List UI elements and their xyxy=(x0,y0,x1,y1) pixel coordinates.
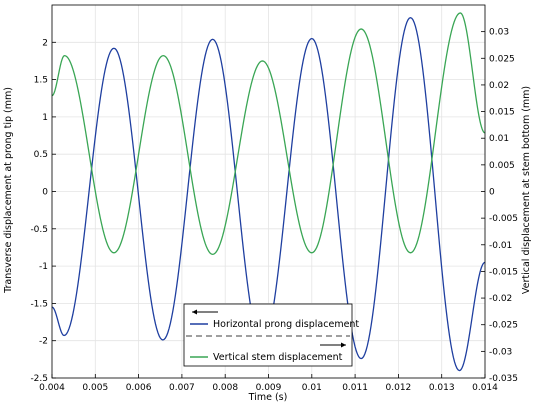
x-tick-label: 0.012 xyxy=(386,383,412,393)
legend: Horizontal prong displacement Vertical s… xyxy=(183,303,359,367)
y-left-tick-label: 0 xyxy=(42,188,48,198)
x-tick-label: 0.011 xyxy=(342,383,368,393)
y-right-tick-label: -0.035 xyxy=(489,374,518,384)
y-left-tick-label: 1 xyxy=(42,113,48,123)
y-left-tick-label: 1.5 xyxy=(34,76,48,86)
y-right-tick-label: -0.02 xyxy=(489,294,512,304)
x-tick-label: 0.007 xyxy=(169,383,195,393)
y-left-axis-title: Transverse displacement at prong tip (mm… xyxy=(3,87,14,294)
x-tick-label: 0.013 xyxy=(429,383,455,393)
y-right-tick-label: 0.015 xyxy=(489,108,515,118)
y-left-tick-label: -0.5 xyxy=(30,225,48,235)
y-right-tick-label: -0.01 xyxy=(489,241,512,251)
y-left-tick-label: 0.5 xyxy=(34,150,48,160)
y-left-tick-label: 2 xyxy=(42,38,48,48)
x-tick-label: 0.004 xyxy=(39,383,65,393)
x-tick-label: 0.01 xyxy=(302,383,322,393)
y-left-tick-label: -1 xyxy=(39,262,48,272)
y-right-tick-label: 0.03 xyxy=(489,28,509,38)
y-right-tick-label: 0.02 xyxy=(489,81,509,91)
x-tick-label: 0.006 xyxy=(126,383,152,393)
x-tick-label: 0.014 xyxy=(472,383,498,393)
y-right-tick-label: 0 xyxy=(489,188,495,198)
legend-box xyxy=(183,303,353,367)
y-right-tick-label: -0.025 xyxy=(489,321,518,331)
y-left-tick-label: -2.5 xyxy=(30,374,48,384)
legend-label-vertical: Vertical stem displacement xyxy=(213,352,343,363)
y-right-tick-label: 0.025 xyxy=(489,54,515,64)
y-left-tick-label: -1.5 xyxy=(30,299,48,309)
x-tick-label: 0.005 xyxy=(82,383,108,393)
legend-arrow-right-head xyxy=(341,342,346,348)
y-right-tick-label: -0.03 xyxy=(489,347,512,357)
ticks: 0.004 0.005 0.006 0.007 0.008 0.009 0.01 0.011 0… xyxy=(30,28,518,393)
x-tick-label: 0.008 xyxy=(212,383,238,393)
legend-arrow-left-head xyxy=(192,309,197,315)
x-axis-title: Time (s) xyxy=(248,392,288,403)
y-right-axis-title: Vertical displacement at stem bottom (mm… xyxy=(521,86,532,294)
legend-label-horizontal: Horizontal prong displacement xyxy=(213,319,359,330)
y-right-tick-label: 0.005 xyxy=(489,161,515,171)
series-line-vertical-stem xyxy=(51,12,486,256)
y-right-tick-label: 0.01 xyxy=(489,134,509,144)
x-tick-label: 0.009 xyxy=(256,383,282,393)
y-left-tick-label: -2 xyxy=(39,337,48,347)
y-right-tick-label: -0.015 xyxy=(489,267,518,277)
y-right-tick-label: -0.005 xyxy=(489,214,518,224)
